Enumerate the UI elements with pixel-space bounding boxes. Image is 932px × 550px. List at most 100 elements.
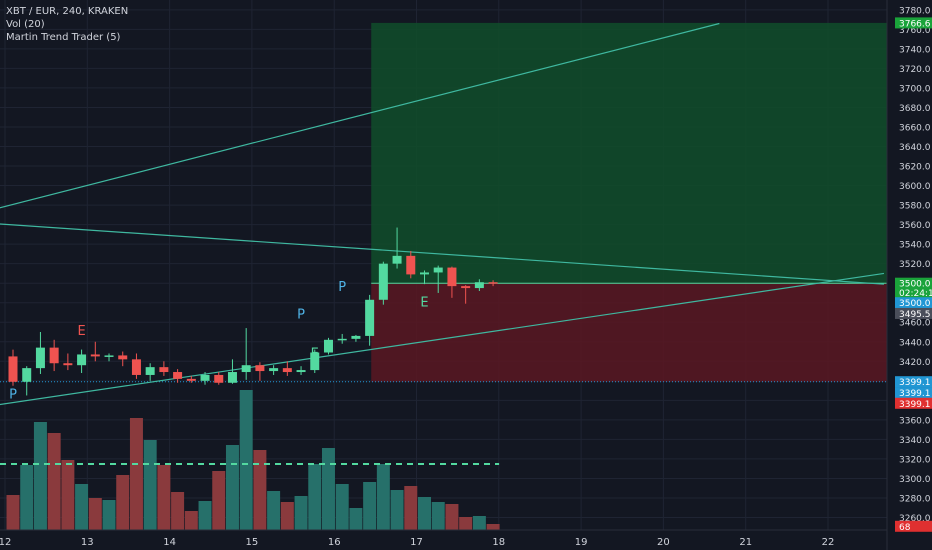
y-tick-label: 3520.0 xyxy=(899,260,931,270)
x-tick-label: 17 xyxy=(410,537,423,548)
candle-body[interactable] xyxy=(227,372,237,383)
candle-body[interactable] xyxy=(282,368,292,373)
price-tag-label: 3766.6 xyxy=(899,19,931,29)
candle-body[interactable] xyxy=(145,367,155,375)
signal-label: E xyxy=(77,324,85,339)
candle-body[interactable] xyxy=(461,286,471,289)
candle-body[interactable] xyxy=(104,355,114,357)
price-tag-label: 3500.0 xyxy=(899,299,931,309)
volume-bar xyxy=(225,445,239,530)
price-tag-label: 3399.1 xyxy=(899,389,931,399)
candle-body[interactable] xyxy=(118,355,128,360)
volume-bar xyxy=(486,524,500,530)
loss-zone[interactable] xyxy=(371,283,887,382)
price-axis[interactable] xyxy=(887,0,932,550)
legend-volume[interactable]: Vol (20) xyxy=(6,19,45,30)
volume-bar xyxy=(212,471,226,530)
volume-bar xyxy=(157,465,171,530)
candle-body[interactable] xyxy=(337,338,347,341)
profit-zone[interactable] xyxy=(371,22,887,284)
candle-body[interactable] xyxy=(310,352,320,371)
y-tick-label: 3300.0 xyxy=(899,475,931,485)
price-tag xyxy=(895,376,932,388)
candle-body[interactable] xyxy=(200,374,210,381)
candle-body[interactable] xyxy=(474,282,484,289)
candle-body[interactable] xyxy=(214,374,224,383)
volume-bar xyxy=(390,490,404,530)
legend-indicator[interactable]: Martin Trend Trader (5) xyxy=(6,32,121,43)
price-tag-label: 3399.1 xyxy=(899,400,931,410)
candle-body[interactable] xyxy=(269,368,279,372)
candle-body[interactable] xyxy=(22,368,32,382)
y-tick-label: 3340.0 xyxy=(899,436,931,446)
price-tag xyxy=(895,387,932,399)
trend-line[interactable] xyxy=(0,272,885,416)
price-tag-label: 3495.5 xyxy=(899,310,931,320)
candle-body[interactable] xyxy=(392,255,402,264)
signal-label: P xyxy=(338,280,346,295)
y-tick-label: 3320.0 xyxy=(899,455,931,465)
candle-body[interactable] xyxy=(351,335,361,339)
y-tick-label: 3420.0 xyxy=(899,358,931,368)
candle-body[interactable] xyxy=(378,263,388,300)
price-tag xyxy=(895,397,932,409)
x-tick-label: 14 xyxy=(163,537,176,548)
volume-bar xyxy=(418,497,431,530)
signal-label: E xyxy=(420,296,428,311)
volume-bar xyxy=(102,500,116,530)
price-tag-label: 68 xyxy=(899,523,911,533)
trend-line[interactable] xyxy=(0,22,720,227)
price-tag xyxy=(895,277,932,289)
candle-body[interactable] xyxy=(323,339,333,353)
volume-bar xyxy=(253,450,267,530)
candle-body[interactable] xyxy=(49,347,59,364)
candle-body[interactable] xyxy=(90,354,100,357)
volume-bar xyxy=(294,496,308,530)
volume-bar xyxy=(33,422,47,530)
price-tag xyxy=(895,286,932,298)
price-tag xyxy=(895,520,932,532)
candle-body[interactable] xyxy=(131,359,141,375)
candle-body[interactable] xyxy=(35,347,45,369)
volume-bar xyxy=(308,464,322,530)
legend-symbol[interactable]: XBT / EUR, 240, KRAKEN xyxy=(6,6,129,17)
candle-body[interactable] xyxy=(77,354,87,366)
y-tick-label: 3600.0 xyxy=(899,182,931,192)
volume-bar xyxy=(6,495,20,530)
volume-bar xyxy=(171,492,185,530)
x-tick-label: 21 xyxy=(739,537,752,548)
volume-bar xyxy=(404,486,418,530)
signal-label: E xyxy=(311,346,319,361)
volume-bar xyxy=(198,501,212,530)
y-tick-label: 3460.0 xyxy=(899,319,931,329)
candle-body[interactable] xyxy=(63,363,73,366)
price-tag xyxy=(895,307,932,319)
x-tick-label: 13 xyxy=(81,537,94,548)
x-tick-label: 12 xyxy=(0,537,11,548)
candle-body[interactable] xyxy=(8,356,18,382)
candle-body[interactable] xyxy=(488,282,498,284)
candle-body[interactable] xyxy=(159,367,169,373)
price-tag-label: 3399.1 xyxy=(899,378,931,388)
y-tick-label: 3540.0 xyxy=(899,241,931,251)
volume-bar xyxy=(61,460,75,530)
candle-body[interactable] xyxy=(296,370,306,373)
candle-body[interactable] xyxy=(241,365,251,373)
candle-body[interactable] xyxy=(447,267,457,287)
trend-line[interactable] xyxy=(0,219,885,285)
y-tick-label: 3780.0 xyxy=(899,6,931,16)
volume-bar xyxy=(129,418,143,530)
x-tick-label: 19 xyxy=(575,537,588,548)
candle-body[interactable] xyxy=(365,299,375,336)
y-tick-label: 3440.0 xyxy=(899,338,931,348)
candle-body[interactable] xyxy=(406,255,416,275)
candle-body[interactable] xyxy=(433,267,443,273)
candle-body[interactable] xyxy=(255,365,265,372)
y-tick-label: 3640.0 xyxy=(899,143,931,153)
candle-body[interactable] xyxy=(173,372,183,379)
volume-bar xyxy=(376,464,390,530)
candle-body[interactable] xyxy=(186,378,196,381)
candle-body[interactable] xyxy=(420,272,429,275)
